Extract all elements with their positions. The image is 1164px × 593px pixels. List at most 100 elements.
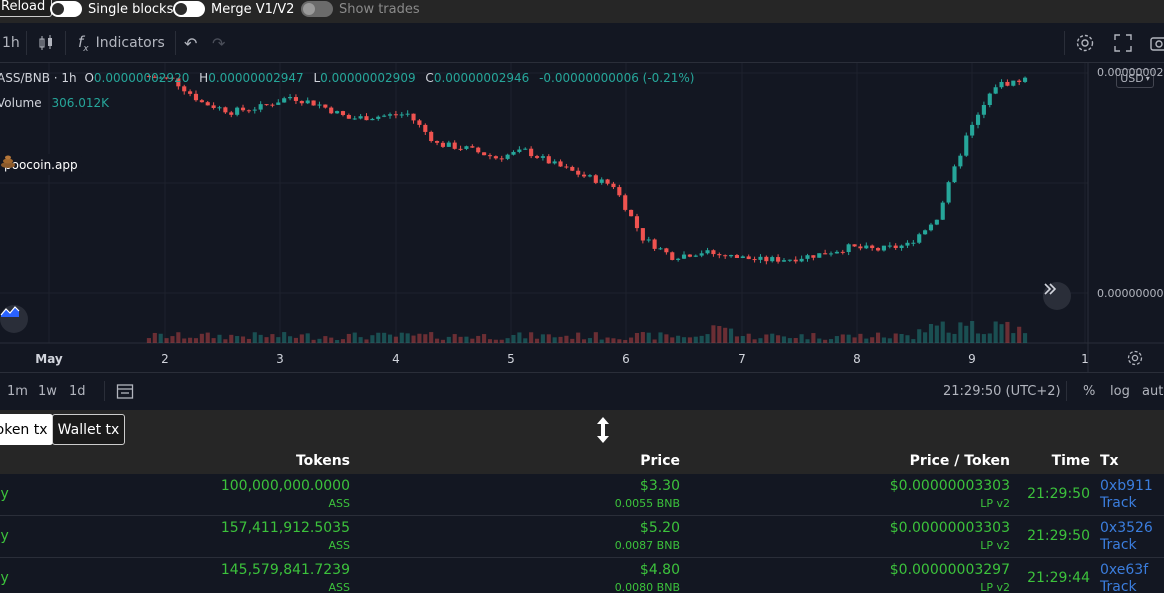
undo-icon[interactable]: ↶ bbox=[184, 33, 198, 53]
volume-bar bbox=[858, 333, 863, 343]
price-usd: $3.30 bbox=[639, 478, 680, 494]
price-per-token: $0.00000003303 bbox=[889, 478, 1010, 494]
table-row: Buy 157,411,912.5035 ASS $5.20 0.0087 BN… bbox=[0, 516, 1164, 558]
volume-bar bbox=[499, 339, 504, 343]
currency-select[interactable]: USD ▾ bbox=[1116, 69, 1154, 88]
candle-body bbox=[876, 248, 881, 251]
candle-body bbox=[887, 245, 892, 247]
track-link[interactable]: Track bbox=[1100, 579, 1137, 593]
candle-body bbox=[676, 258, 681, 260]
volume-bar bbox=[1017, 326, 1022, 343]
table-row: Buy 100,000,000.0000 ASS $3.30 0.0055 BN… bbox=[0, 474, 1164, 516]
reload-button[interactable]: Reload bbox=[0, 0, 53, 17]
range-1m-button[interactable]: 1m bbox=[7, 384, 28, 399]
tx-time: 21:29:50 bbox=[1027, 486, 1090, 502]
time-axis-label: 8 bbox=[853, 352, 861, 366]
volume-bar bbox=[235, 336, 240, 343]
volume-bar bbox=[717, 326, 722, 343]
track-link[interactable]: Track bbox=[1100, 537, 1137, 553]
high-value: 0.00000002947 bbox=[208, 71, 304, 85]
toggle-label: Merge V1/V2 bbox=[211, 1, 295, 17]
divider bbox=[1066, 381, 1067, 401]
candle-body bbox=[399, 114, 404, 116]
resize-vertical-icon[interactable] bbox=[594, 416, 612, 444]
chart-canvas[interactable] bbox=[0, 63, 1164, 372]
settings-gear-icon[interactable] bbox=[1075, 23, 1095, 63]
toggle-switch[interactable] bbox=[173, 1, 205, 17]
candle-body bbox=[864, 245, 869, 249]
candle-body bbox=[176, 78, 181, 87]
candle-body bbox=[852, 244, 857, 247]
scroll-to-realtime-button[interactable] bbox=[1043, 282, 1071, 310]
volume-bar bbox=[258, 334, 263, 343]
candle-body bbox=[435, 141, 440, 143]
candle-body bbox=[940, 202, 945, 220]
volume-bar bbox=[964, 325, 969, 343]
candle-body bbox=[429, 131, 434, 142]
chevron-down-icon: ▾ bbox=[1145, 74, 1150, 83]
tx-hash-link[interactable]: 0xb911 bbox=[1100, 478, 1153, 494]
fullscreen-icon[interactable] bbox=[1114, 23, 1132, 63]
tx-hash-link[interactable]: 0x3526 bbox=[1100, 520, 1153, 536]
candle-body bbox=[817, 253, 822, 258]
volume-bar bbox=[417, 333, 422, 343]
tx-time: 21:29:50 bbox=[1027, 528, 1090, 544]
candle-body bbox=[223, 107, 228, 113]
candle-body bbox=[1005, 81, 1010, 86]
redo-icon[interactable]: ↷ bbox=[212, 33, 226, 53]
toggle-switch[interactable] bbox=[50, 1, 82, 17]
volume-bar bbox=[864, 338, 869, 343]
candle-body bbox=[681, 254, 687, 259]
candle-body bbox=[164, 77, 169, 79]
volume-bar bbox=[729, 328, 734, 343]
volume-bar bbox=[211, 338, 216, 343]
candle-body bbox=[893, 245, 898, 249]
tx-hash-link[interactable]: 0xe63f bbox=[1100, 562, 1149, 578]
range-1d-button[interactable]: 1d bbox=[69, 384, 86, 399]
candles-icon[interactable] bbox=[37, 23, 55, 63]
volume-bar bbox=[917, 329, 922, 343]
toggle-switch[interactable] bbox=[301, 1, 333, 17]
candle-body bbox=[975, 114, 981, 125]
volume-bar bbox=[723, 327, 728, 343]
candle-body bbox=[452, 142, 457, 149]
percent-toggle[interactable]: % bbox=[1083, 384, 1096, 399]
log-toggle[interactable]: log bbox=[1110, 384, 1130, 399]
candle-body bbox=[881, 245, 886, 251]
tab-wallet-tx[interactable]: Wallet tx bbox=[52, 414, 125, 445]
candle-body bbox=[211, 105, 216, 108]
divider bbox=[26, 31, 27, 55]
calendar-icon[interactable] bbox=[116, 382, 134, 404]
single-blocks-toggle[interactable]: Single blocks bbox=[50, 0, 173, 18]
interval-button[interactable]: 1h bbox=[2, 23, 20, 63]
candle-body bbox=[264, 104, 269, 106]
poo-icon bbox=[1, 155, 15, 168]
merge-v1v2-toggle[interactable]: Merge V1/V2 bbox=[173, 0, 294, 18]
candle-body bbox=[288, 97, 293, 99]
volume-bar bbox=[252, 332, 257, 343]
volume-bar bbox=[476, 335, 481, 343]
volume-bar bbox=[393, 336, 398, 343]
tradingview-logo[interactable] bbox=[0, 305, 28, 333]
track-link[interactable]: Track bbox=[1100, 495, 1137, 511]
candle-body bbox=[293, 97, 298, 101]
auto-toggle[interactable]: auto bbox=[1142, 384, 1164, 399]
clock-display[interactable]: 21:29:50 (UTC+2) bbox=[943, 384, 1061, 399]
candle-body bbox=[658, 248, 663, 250]
candle-body bbox=[964, 135, 969, 156]
price-chart[interactable]: ASS/BNB · 1h O0.00000002920 H0.000000029… bbox=[0, 63, 1164, 372]
candle-body bbox=[729, 255, 734, 257]
tab-token-tx[interactable]: Token tx bbox=[0, 414, 53, 445]
indicators-button[interactable]: fx Indicators bbox=[78, 23, 165, 63]
volume-bar bbox=[599, 339, 604, 343]
volume-bar bbox=[364, 339, 369, 343]
volume-bar bbox=[764, 334, 769, 343]
range-1w-button[interactable]: 1w bbox=[38, 384, 57, 399]
volume-bar bbox=[487, 339, 493, 343]
volume-bar bbox=[311, 339, 316, 343]
candle-body bbox=[170, 77, 175, 79]
show-trades-toggle[interactable]: Show trades bbox=[301, 0, 420, 18]
candle-body bbox=[605, 179, 610, 184]
camera-icon[interactable] bbox=[1150, 23, 1164, 63]
volume-bar bbox=[558, 336, 563, 343]
